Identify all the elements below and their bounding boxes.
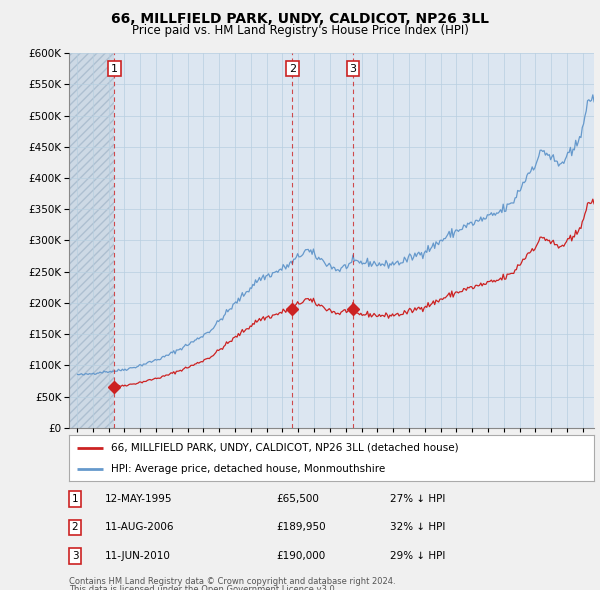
Text: 2: 2 bbox=[71, 523, 79, 532]
Text: £65,500: £65,500 bbox=[276, 494, 319, 504]
Text: 66, MILLFIELD PARK, UNDY, CALDICOT, NP26 3LL: 66, MILLFIELD PARK, UNDY, CALDICOT, NP26… bbox=[111, 12, 489, 26]
Text: 11-JUN-2010: 11-JUN-2010 bbox=[105, 551, 171, 560]
Text: £190,000: £190,000 bbox=[276, 551, 325, 560]
Text: 12-MAY-1995: 12-MAY-1995 bbox=[105, 494, 173, 504]
Text: 3: 3 bbox=[349, 64, 356, 74]
Text: 2: 2 bbox=[289, 64, 296, 74]
Text: Price paid vs. HM Land Registry's House Price Index (HPI): Price paid vs. HM Land Registry's House … bbox=[131, 24, 469, 37]
Text: HPI: Average price, detached house, Monmouthshire: HPI: Average price, detached house, Monm… bbox=[111, 464, 385, 474]
Text: This data is licensed under the Open Government Licence v3.0.: This data is licensed under the Open Gov… bbox=[69, 585, 337, 590]
Text: 11-AUG-2006: 11-AUG-2006 bbox=[105, 523, 175, 532]
Text: 1: 1 bbox=[111, 64, 118, 74]
Text: 27% ↓ HPI: 27% ↓ HPI bbox=[390, 494, 445, 504]
Text: 29% ↓ HPI: 29% ↓ HPI bbox=[390, 551, 445, 560]
Text: 3: 3 bbox=[71, 551, 79, 560]
Text: 32% ↓ HPI: 32% ↓ HPI bbox=[390, 523, 445, 532]
Text: 66, MILLFIELD PARK, UNDY, CALDICOT, NP26 3LL (detached house): 66, MILLFIELD PARK, UNDY, CALDICOT, NP26… bbox=[111, 442, 458, 453]
Text: Contains HM Land Registry data © Crown copyright and database right 2024.: Contains HM Land Registry data © Crown c… bbox=[69, 577, 395, 586]
Text: 1: 1 bbox=[71, 494, 79, 504]
Text: £189,950: £189,950 bbox=[276, 523, 326, 532]
